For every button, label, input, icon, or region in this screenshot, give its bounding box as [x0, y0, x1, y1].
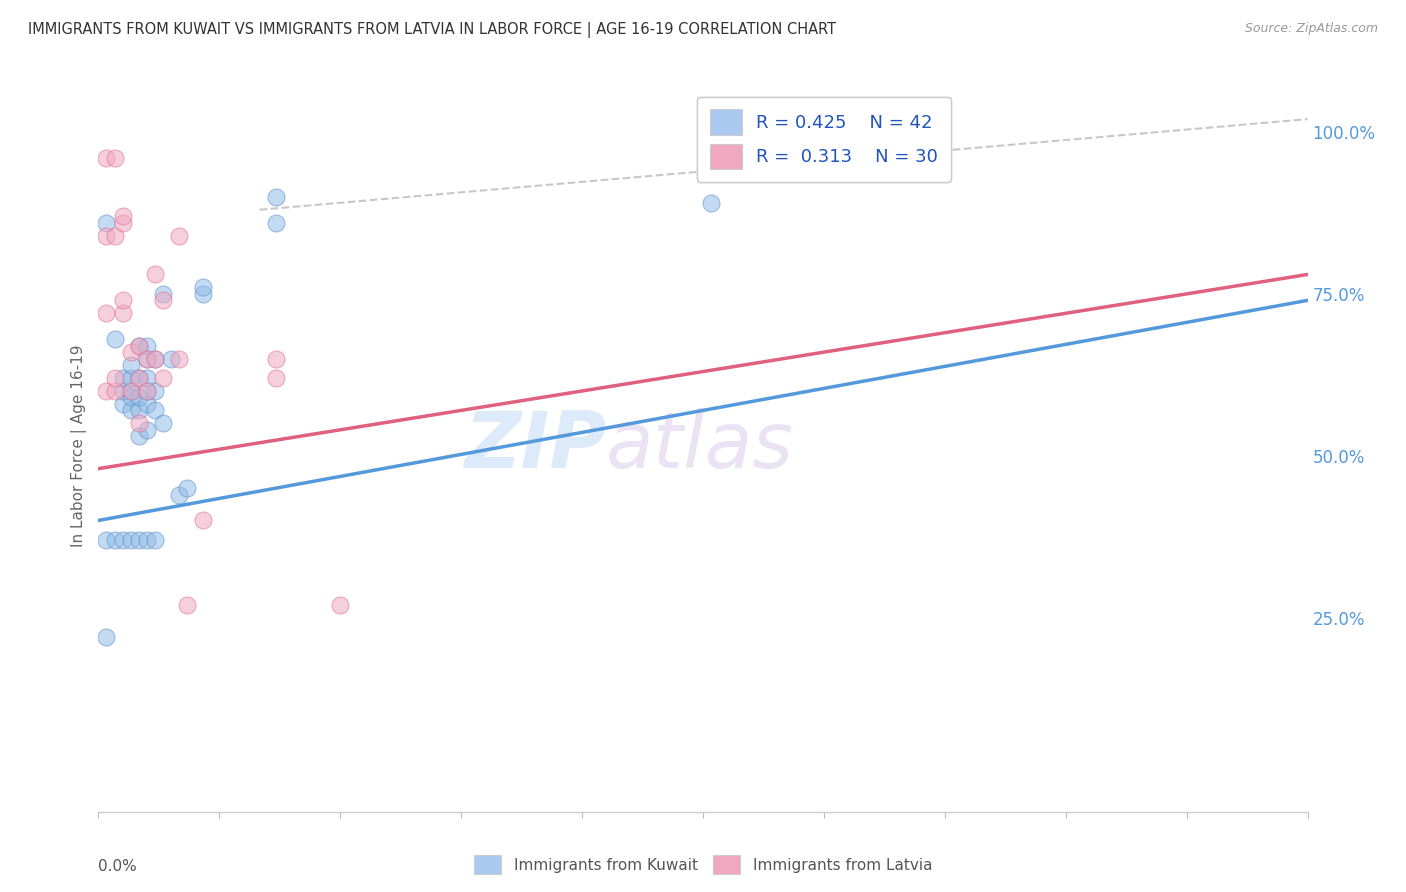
Text: 0.0%: 0.0%	[98, 859, 138, 874]
Point	[128, 403, 150, 417]
Point	[135, 351, 157, 366]
Y-axis label: In Labor Force | Age 16-19: In Labor Force | Age 16-19	[72, 344, 87, 548]
Point	[193, 513, 215, 527]
Point	[111, 371, 134, 385]
Text: Source: ZipAtlas.com: Source: ZipAtlas.com	[1244, 22, 1378, 36]
Point	[96, 151, 118, 165]
Point	[143, 403, 166, 417]
Point	[176, 481, 198, 495]
Point	[135, 339, 157, 353]
Text: ZIP: ZIP	[464, 408, 606, 484]
Point	[128, 429, 150, 443]
Point	[193, 280, 215, 294]
Point	[128, 339, 150, 353]
Legend: Immigrants from Kuwait, Immigrants from Latvia: Immigrants from Kuwait, Immigrants from …	[468, 849, 938, 880]
Point	[143, 268, 166, 282]
Point	[700, 196, 723, 211]
Point	[135, 351, 157, 366]
Point	[103, 332, 125, 346]
Point	[128, 533, 150, 547]
Point	[96, 533, 118, 547]
Point	[329, 598, 352, 612]
Point	[135, 371, 157, 385]
Point	[143, 351, 166, 366]
Point	[120, 371, 142, 385]
Point	[103, 384, 125, 398]
Point	[128, 417, 150, 431]
Point	[128, 339, 150, 353]
Point	[135, 397, 157, 411]
Legend: R = 0.425    N = 42, R =  0.313    N = 30: R = 0.425 N = 42, R = 0.313 N = 30	[697, 96, 950, 182]
Point	[143, 533, 166, 547]
Point	[120, 533, 142, 547]
Point	[167, 487, 190, 501]
Point	[135, 533, 157, 547]
Point	[111, 397, 134, 411]
Point	[96, 216, 118, 230]
Point	[120, 384, 142, 398]
Point	[128, 371, 150, 385]
Point	[103, 151, 125, 165]
Point	[135, 384, 157, 398]
Point	[103, 371, 125, 385]
Point	[167, 351, 190, 366]
Point	[128, 371, 150, 385]
Point	[111, 293, 134, 308]
Point	[96, 384, 118, 398]
Point	[264, 371, 287, 385]
Point	[103, 533, 125, 547]
Point	[111, 306, 134, 320]
Point	[143, 351, 166, 366]
Point	[160, 351, 183, 366]
Point	[111, 384, 134, 398]
Point	[120, 391, 142, 405]
Point	[111, 533, 134, 547]
Point	[176, 598, 198, 612]
Point	[111, 209, 134, 223]
Point	[264, 190, 287, 204]
Point	[111, 216, 134, 230]
Point	[96, 630, 118, 644]
Point	[152, 417, 174, 431]
Point	[264, 216, 287, 230]
Point	[103, 228, 125, 243]
Text: atlas: atlas	[606, 408, 794, 484]
Point	[152, 371, 174, 385]
Point	[135, 384, 157, 398]
Point	[152, 293, 174, 308]
Point	[167, 228, 190, 243]
Point	[96, 306, 118, 320]
Point	[128, 391, 150, 405]
Point	[143, 384, 166, 398]
Point	[135, 423, 157, 437]
Point	[152, 286, 174, 301]
Point	[120, 345, 142, 359]
Point	[120, 358, 142, 372]
Point	[264, 351, 287, 366]
Point	[96, 228, 118, 243]
Text: IMMIGRANTS FROM KUWAIT VS IMMIGRANTS FROM LATVIA IN LABOR FORCE | AGE 16-19 CORR: IMMIGRANTS FROM KUWAIT VS IMMIGRANTS FRO…	[28, 22, 837, 38]
Point	[193, 286, 215, 301]
Point	[120, 384, 142, 398]
Point	[120, 403, 142, 417]
